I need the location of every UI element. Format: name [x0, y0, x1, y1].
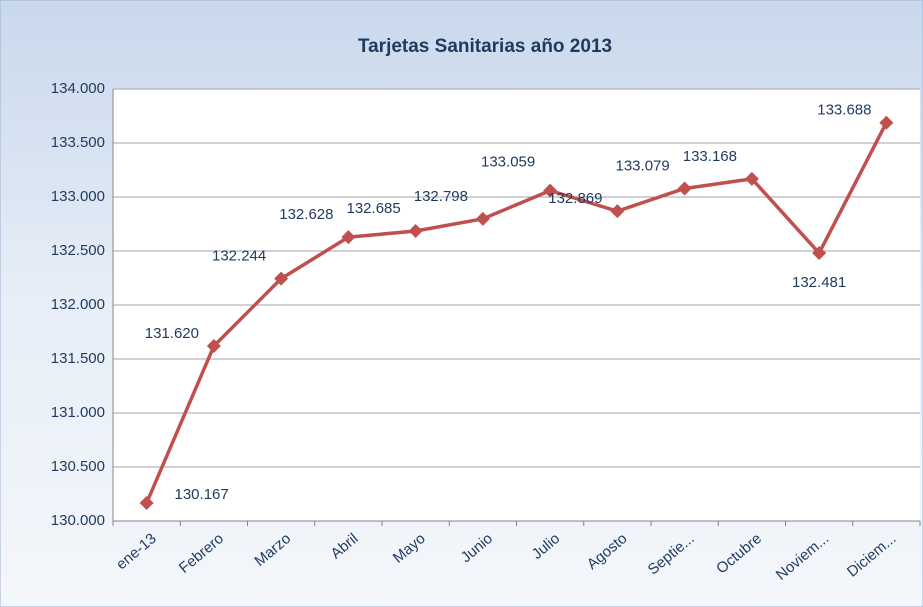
y-tick-label: 130.000: [51, 512, 105, 529]
data-point: [408, 224, 423, 239]
data-line: [145, 121, 888, 504]
data-point: [139, 495, 154, 510]
y-tick-label: 132.500: [51, 242, 105, 259]
data-point: [341, 230, 356, 245]
y-tick-label: 132.000: [51, 296, 105, 313]
data-point: [812, 246, 827, 261]
data-label: 133.059: [481, 154, 535, 171]
chart-title: Tarjetas Sanitarias año 2013: [358, 36, 612, 57]
data-label: 133.688: [817, 102, 871, 119]
data-label: 131.620: [145, 325, 199, 342]
y-tick-label: 130.500: [51, 458, 105, 475]
y-tick-label: 133.000: [51, 188, 105, 205]
data-point: [610, 204, 625, 219]
data-label: 130.167: [175, 486, 229, 503]
data-point: [475, 211, 490, 226]
data-point: [677, 181, 692, 196]
data-label: 132.481: [792, 274, 846, 291]
data-label: 133.079: [616, 157, 670, 174]
data-label: 132.244: [212, 248, 266, 265]
data-point: [206, 339, 221, 354]
data-label: 133.168: [683, 148, 737, 165]
data-label: 132.628: [279, 206, 333, 223]
y-tick-label: 134.000: [51, 80, 105, 97]
data-point: [274, 271, 289, 286]
y-tick-label: 131.500: [51, 350, 105, 367]
data-point: [744, 171, 759, 186]
data-label: 132.685: [347, 200, 401, 217]
data-point: [543, 183, 558, 198]
data-point: [879, 115, 894, 130]
y-tick-label: 133.500: [51, 134, 105, 151]
data-label: 132.798: [414, 188, 468, 205]
y-tick-label: 131.000: [51, 404, 105, 421]
data-label: 132.869: [548, 190, 602, 207]
